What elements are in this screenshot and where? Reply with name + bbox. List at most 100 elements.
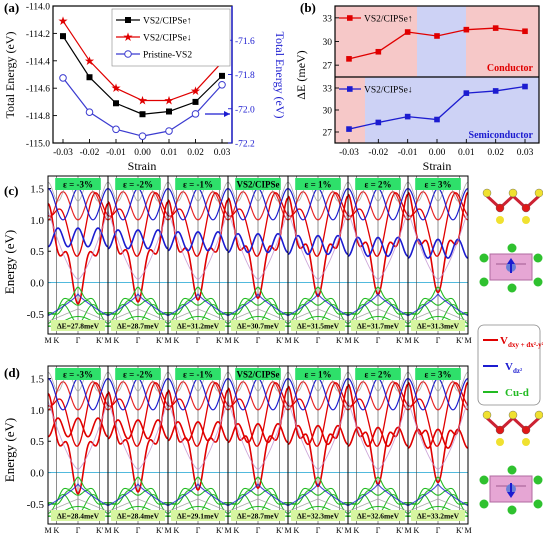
atom: [533, 475, 543, 485]
gap-tag-bg: [291, 320, 345, 331]
band-line: [167, 381, 229, 411]
panel-d-label: (d): [4, 365, 20, 380]
band-y-tick-label: -0.5: [27, 309, 45, 321]
k-point-label: M: [164, 526, 171, 535]
atom: [533, 499, 543, 509]
band-line: [407, 371, 469, 392]
band-line: [227, 422, 289, 444]
polarization-arrowhead: [507, 492, 515, 498]
band-line: [107, 381, 169, 411]
band-line: [407, 489, 469, 505]
k-point-label: M: [464, 526, 471, 535]
k-point-label: K': [336, 336, 344, 345]
k-point-label: K': [216, 526, 224, 535]
panel-a-point-star: ★: [190, 84, 201, 98]
band-line: [167, 210, 229, 281]
band-line: [47, 381, 109, 411]
band-line: [287, 489, 349, 505]
panel-a-x-tick-label: -0.02: [80, 148, 100, 158]
panel-b-x-axis-label: Strain: [423, 159, 452, 173]
band-line: [407, 210, 469, 281]
band-line: [47, 308, 109, 322]
atom: [479, 253, 489, 263]
k-point-label: K: [294, 336, 300, 345]
atom: [533, 253, 543, 263]
gap-tag-label: ΔE=31.2meV: [177, 322, 220, 331]
orbital-legend-box: [477, 324, 541, 406]
band-line: [347, 192, 409, 257]
strain-tag-label: ε = 1%: [305, 370, 332, 380]
band-line: [107, 181, 169, 202]
k-point-label: Γ: [436, 336, 441, 345]
panel-b-bottom-blue-region: [365, 77, 539, 143]
k-point-label: Γ: [436, 526, 441, 535]
panel-a-x-tick-label: -0.03: [53, 148, 73, 158]
band-line: [347, 400, 409, 471]
panel-a-point-star: ★: [58, 14, 69, 28]
band-line: [167, 292, 229, 317]
band-line: [287, 192, 349, 257]
panel-b-point: [346, 56, 352, 62]
atom: [521, 425, 531, 435]
band-line: [227, 232, 289, 254]
band-line: [167, 192, 229, 257]
band-line: [347, 482, 409, 507]
orbital-legend-cu-text: Cu-d: [505, 387, 529, 399]
panel-b-point: [522, 28, 528, 35]
strain-tag-bg: [175, 368, 221, 380]
atom: [507, 243, 517, 253]
panel-a-x-ticks: -0.03 -0.02 -0.01 0.00 0.01 0.02 0.03: [53, 139, 231, 158]
band-line: [287, 424, 349, 446]
band-line: [167, 199, 229, 302]
k-point-label: K': [396, 336, 404, 345]
strain-tag-bg: [355, 178, 401, 190]
atom: [479, 499, 489, 509]
strain-tag-label: ε = -1%: [183, 370, 213, 380]
k-point-label: M: [344, 336, 351, 345]
band-line: [107, 498, 169, 512]
band-line: [227, 482, 289, 507]
panel-c-y-axis-label: Energy (eV): [2, 230, 17, 294]
k-point-label: K: [114, 336, 120, 345]
band-line: [167, 420, 229, 442]
band-line: [287, 385, 349, 488]
panel-a-right-y-tick-label: -71.8: [235, 71, 255, 81]
polarization-arrowhead: [507, 258, 515, 264]
strain-tag-bg: [55, 368, 101, 380]
panel-a-legend-label: VS2/CIPSe↑: [143, 17, 192, 27]
k-point-label: M: [164, 336, 171, 345]
band-line: [287, 308, 349, 322]
k-point-label: K': [156, 336, 164, 345]
k-point-label: Γ: [316, 336, 321, 345]
band-line: [107, 371, 169, 392]
atom: [479, 277, 489, 287]
band-line: [287, 191, 349, 221]
gap-tag-bg: [411, 320, 465, 331]
band-line: [407, 308, 469, 322]
atom: [522, 438, 530, 446]
band-line: [227, 498, 289, 512]
panel-b-point: [463, 90, 470, 96]
band-line: [287, 181, 349, 202]
atom: [508, 188, 518, 198]
band-line: [107, 482, 169, 507]
band-line: [47, 489, 109, 505]
panel-b-conductor-label: Conductor: [487, 63, 534, 74]
gap-tag-label: ΔE=29.1meV: [177, 512, 220, 521]
band-y-tick-label: 1.5: [30, 184, 44, 196]
band-line: [107, 391, 169, 494]
strain-tag-bg: [55, 178, 101, 190]
strain-tag-bg: [295, 178, 341, 190]
band-line: [407, 400, 469, 471]
k-point-label: M: [464, 336, 471, 345]
band-line: [47, 393, 109, 496]
atom: [534, 410, 543, 420]
strain-tag-label: VS2/CIPSe: [236, 370, 279, 380]
